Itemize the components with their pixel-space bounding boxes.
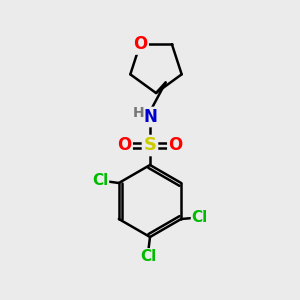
Text: H: H bbox=[133, 106, 144, 120]
Text: Cl: Cl bbox=[192, 210, 208, 225]
Text: N: N bbox=[143, 108, 157, 126]
Text: S: S bbox=[143, 136, 157, 154]
Text: O: O bbox=[168, 136, 183, 154]
Text: Cl: Cl bbox=[140, 249, 157, 264]
Text: O: O bbox=[133, 35, 147, 53]
Text: Cl: Cl bbox=[92, 173, 108, 188]
Text: O: O bbox=[117, 136, 132, 154]
